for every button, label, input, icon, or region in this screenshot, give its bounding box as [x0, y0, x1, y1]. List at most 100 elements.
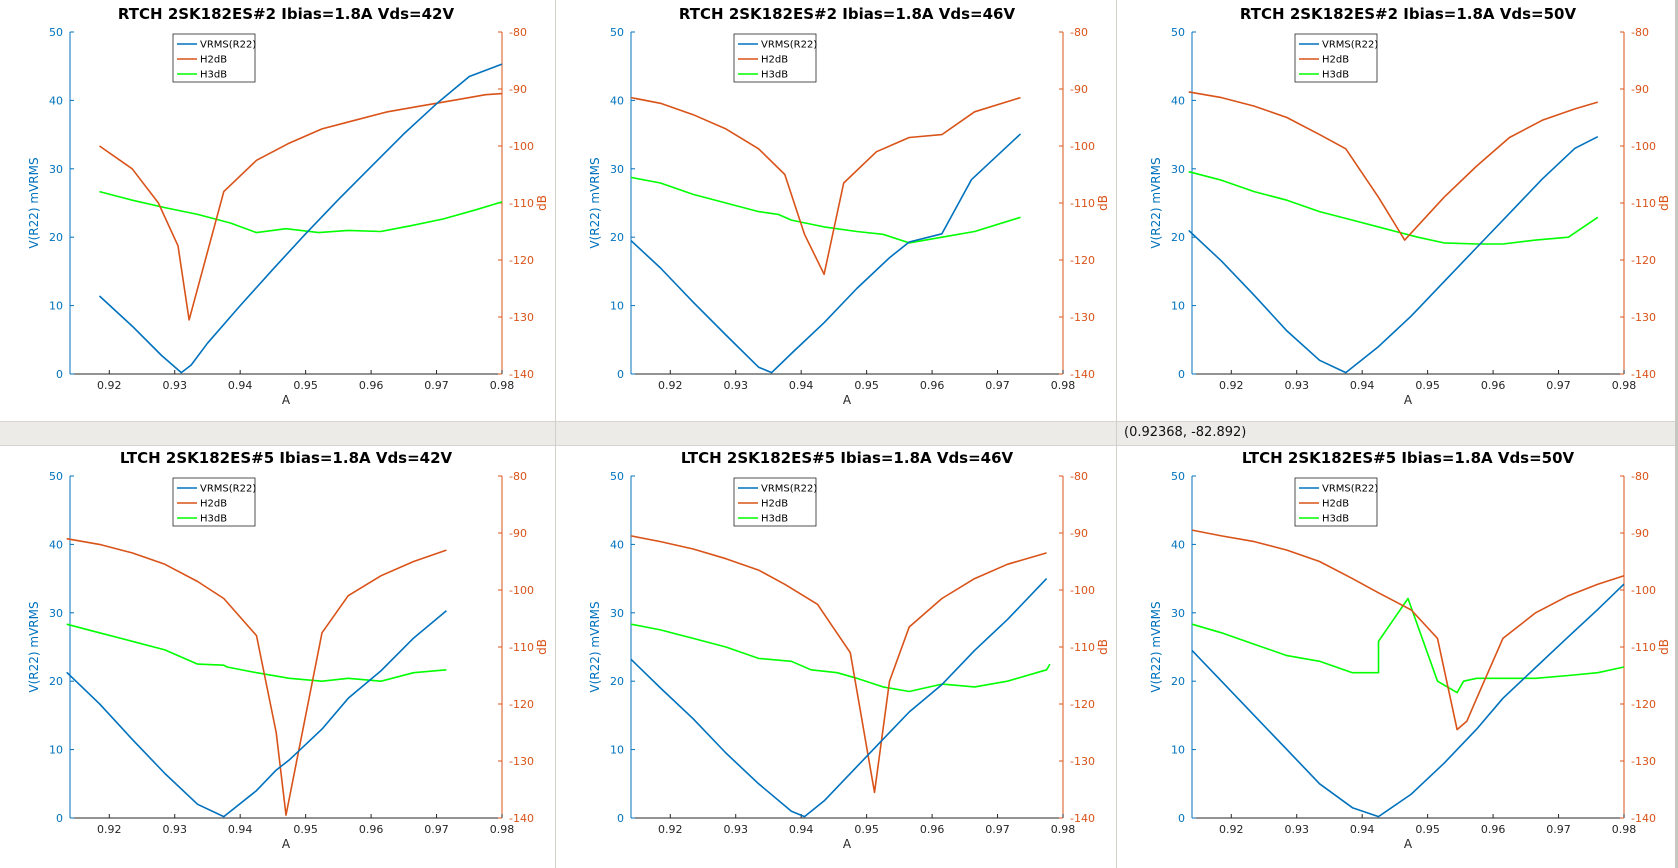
left-y-tick-label: 0 [56, 812, 63, 825]
left-y-tick-label: 40 [1171, 538, 1185, 551]
left-y-tick-label: 10 [1171, 300, 1185, 313]
x-tick-label: 0.93 [1284, 379, 1309, 392]
right-y-tick-label: -110 [1070, 197, 1095, 210]
left-y-tick-label: 50 [610, 26, 624, 39]
legend-entry: VRMS(R22) [761, 484, 817, 495]
chart-panel-6: LTCH 2SK182ES#5 Ibias=1.8A Vds=50V 0.92 0.… [1149, 449, 1671, 851]
right-y-axis-label: dB [1096, 639, 1110, 655]
x-tick-label: 0.94 [1350, 823, 1375, 836]
x-axis-label: A [282, 837, 291, 851]
series-line-vrms-r22- [1191, 583, 1625, 818]
left-y-tick-label: 30 [610, 607, 624, 620]
legend: VRMS(R22) H2dB H3dB [733, 477, 817, 527]
x-tick-label: 0.96 [1481, 823, 1506, 836]
right-y-tick-label: -140 [1631, 812, 1656, 825]
chart-panel-5: LTCH 2SK182ES#5 Ibias=1.8A Vds=46V 0.92 0.… [588, 449, 1110, 851]
left-y-tick-label: 20 [49, 675, 63, 688]
series-line-h3db [66, 623, 447, 682]
right-y-tick-label: -80 [1631, 26, 1649, 39]
right-y-tick-label: -120 [1070, 254, 1095, 267]
right-y-tick-label: -120 [509, 254, 534, 267]
right-y-tick-label: -140 [1070, 812, 1095, 825]
legend-entry: VRMS(R22) [1322, 484, 1378, 495]
right-y-tick-label: -140 [1070, 368, 1095, 381]
x-tick-label: 0.94 [789, 823, 814, 836]
left-y-tick-label: 20 [1171, 675, 1185, 688]
left-y-tick-label: 40 [1171, 94, 1185, 107]
x-tick-label: 0.98 [1051, 823, 1076, 836]
x-tick-label: 0.98 [490, 823, 515, 836]
legend-entry: VRMS(R22) [200, 40, 256, 51]
chart-panel-4: LTCH 2SK182ES#5 Ibias=1.8A Vds=42V 0.92 0.… [27, 449, 549, 851]
chart-panel-3: RTCH 2SK182ES#2 Ibias=1.8A Vds=50V 0.92 0.… [1149, 5, 1671, 407]
right-y-tick-label: -80 [1070, 470, 1088, 483]
x-tick-label: 0.96 [920, 379, 945, 392]
right-y-tick-label: -120 [1631, 698, 1656, 711]
right-y-axis-label: dB [535, 195, 549, 211]
right-y-tick-label: -80 [1631, 470, 1649, 483]
chart-title: LTCH 2SK182ES#5 Ibias=1.8A Vds=46V [681, 449, 1014, 467]
x-axis-label: A [1404, 837, 1413, 851]
right-y-tick-label: -140 [1631, 368, 1656, 381]
x-tick-label: 0.98 [1051, 379, 1076, 392]
series-line-vrms-r22- [98, 63, 503, 374]
right-y-tick-label: -90 [1070, 527, 1088, 540]
series-line-h3db [630, 623, 1051, 693]
left-y-tick-label: 20 [49, 231, 63, 244]
x-tick-label: 0.92 [1219, 823, 1244, 836]
right-y-tick-label: -100 [1631, 140, 1656, 153]
series-line-h3db [1191, 597, 1625, 694]
left-y-tick-label: 10 [49, 300, 63, 313]
right-y-axis-label: dB [1096, 195, 1110, 211]
left-y-tick-label: 10 [610, 300, 624, 313]
right-y-tick-label: -130 [509, 311, 534, 324]
right-y-tick-label: -90 [1631, 83, 1649, 96]
left-y-tick-label: 20 [610, 231, 624, 244]
x-tick-label: 0.95 [854, 823, 879, 836]
right-y-tick-label: -80 [509, 470, 527, 483]
series-line-h2db [1191, 529, 1625, 731]
right-y-tick-label: -100 [1070, 140, 1095, 153]
chart-panel-2: RTCH 2SK182ES#2 Ibias=1.8A Vds=46V 0.92 0.… [588, 5, 1110, 407]
x-tick-label: 0.97 [985, 379, 1010, 392]
right-y-axis-label: dB [1657, 639, 1671, 655]
left-y-tick-label: 40 [49, 94, 63, 107]
left-y-tick-label: 0 [56, 368, 63, 381]
x-tick-label: 0.98 [1612, 379, 1637, 392]
series-line-h2db [630, 535, 1047, 794]
x-tick-label: 0.96 [1481, 379, 1506, 392]
x-tick-label: 0.94 [228, 379, 253, 392]
legend-entry: H3dB [1322, 514, 1349, 525]
panel-divider [555, 0, 556, 868]
right-y-tick-label: -110 [1631, 197, 1656, 210]
series-line-vrms-r22- [1188, 135, 1599, 374]
left-y-tick-label: 30 [49, 607, 63, 620]
left-y-tick-label: 0 [617, 368, 624, 381]
left-y-axis-label: V(R22) mVRMS [1149, 157, 1163, 248]
x-tick-label: 0.96 [920, 823, 945, 836]
status-bar [0, 421, 1678, 446]
right-y-tick-label: -100 [509, 140, 534, 153]
x-tick-label: 0.93 [723, 379, 748, 392]
legend-entry: H2dB [761, 499, 788, 510]
right-y-tick-label: -120 [1631, 254, 1656, 267]
left-y-axis-label: V(R22) mVRMS [27, 157, 41, 248]
legend-entry: H2dB [200, 499, 227, 510]
chart-title: LTCH 2SK182ES#5 Ibias=1.8A Vds=50V [1242, 449, 1575, 467]
x-tick-label: 0.94 [789, 379, 814, 392]
x-axis-label: A [282, 393, 291, 407]
x-tick-label: 0.98 [490, 379, 515, 392]
series-line-h3db [630, 176, 1021, 244]
right-y-tick-label: -90 [509, 527, 527, 540]
legend-entry: H2dB [1322, 55, 1349, 66]
legend-entry: VRMS(R22) [761, 40, 817, 51]
left-y-tick-label: 30 [1171, 607, 1185, 620]
left-y-tick-label: 40 [49, 538, 63, 551]
right-y-tick-label: -130 [1070, 755, 1095, 768]
right-y-axis-label: dB [535, 639, 549, 655]
x-tick-label: 0.93 [723, 823, 748, 836]
chart-title: LTCH 2SK182ES#5 Ibias=1.8A Vds=42V [120, 449, 453, 467]
right-y-tick-label: -100 [509, 584, 534, 597]
x-tick-label: 0.98 [1612, 823, 1637, 836]
left-y-tick-label: 10 [610, 744, 624, 757]
